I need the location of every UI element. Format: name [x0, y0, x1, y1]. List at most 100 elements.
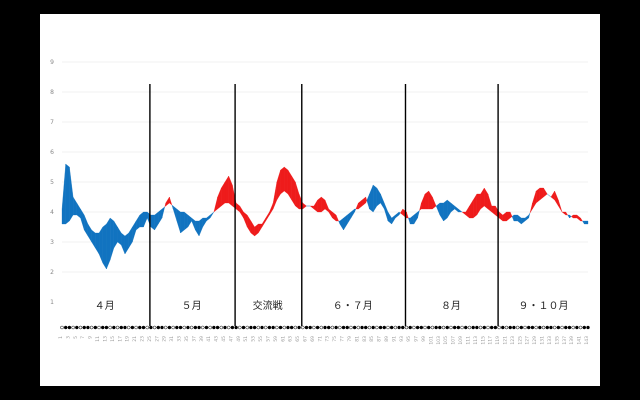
game-dot [334, 325, 338, 330]
band-segment [247, 214, 252, 234]
game-dot [508, 325, 512, 330]
band-segment [391, 214, 396, 225]
band-segment [265, 211, 270, 222]
game-dot [345, 325, 349, 330]
band-segment [395, 211, 400, 219]
game-dot [397, 325, 401, 330]
x-tick-label: 101 [428, 336, 434, 345]
band-segment [72, 196, 77, 216]
band-segment [461, 211, 466, 216]
band-segment [517, 214, 522, 225]
x-tick-label: 17 [117, 336, 123, 342]
game-dot [286, 325, 290, 330]
game-dot [186, 325, 190, 330]
band-segment [513, 214, 518, 222]
band-segment [424, 190, 429, 210]
game-dot [501, 325, 505, 330]
band-segment [272, 181, 278, 210]
band-segment [524, 214, 529, 222]
band-segment [554, 190, 559, 207]
game-dot [504, 325, 509, 330]
game-dot [389, 325, 394, 330]
game-dot [552, 325, 557, 330]
band-segment [158, 208, 163, 225]
game-dot [182, 325, 186, 330]
x-tick-label: 111 [465, 336, 471, 345]
y-tick-label: 4 [50, 209, 54, 216]
band-segment [511, 214, 515, 222]
x-tick-label: 3 [65, 336, 71, 339]
band-segment [169, 196, 173, 206]
band-segment [580, 217, 583, 222]
game-dot [341, 325, 346, 330]
game-dot [482, 325, 487, 330]
x-tick-label: 61 [280, 336, 286, 342]
band-segment [567, 214, 570, 219]
band-segment [439, 202, 444, 222]
game-dot [115, 325, 120, 330]
game-dot [567, 325, 572, 330]
x-tick-label: 121 [503, 336, 509, 345]
x-tick-label: 1 [58, 336, 64, 339]
game-dot [326, 325, 331, 330]
band-segment [358, 199, 363, 210]
band-segment [65, 163, 70, 225]
y-tick-label: 8 [50, 89, 54, 96]
band-segment [372, 184, 378, 213]
game-dot [204, 325, 209, 330]
game-dot [556, 325, 561, 330]
game-dot [363, 325, 368, 330]
x-tick-label: 45 [221, 336, 227, 342]
game-dot [226, 325, 231, 330]
x-tick-label: 89 [384, 336, 390, 342]
band-segment [450, 202, 455, 213]
y-tick-label: 2 [50, 269, 54, 276]
band-segment [380, 193, 385, 210]
band-segment [287, 169, 292, 201]
band-segment [210, 211, 214, 219]
game-dot [478, 325, 483, 330]
game-dot [156, 325, 161, 330]
band-segment [117, 226, 122, 246]
game-dot [278, 325, 283, 330]
x-tick-label: 19 [125, 336, 131, 342]
x-tick-label: 27 [154, 336, 160, 342]
game-dot [212, 325, 216, 330]
band-segment [350, 208, 355, 219]
x-tick-label: 15 [110, 336, 116, 342]
band-segment [447, 199, 452, 219]
x-tick-label: 143 [584, 336, 590, 345]
game-dot [271, 325, 275, 330]
band-segment [110, 217, 115, 261]
game-dot [489, 325, 494, 330]
x-tick-label: 135 [554, 336, 560, 345]
x-tick-label: 127 [525, 336, 531, 345]
game-dot [467, 325, 472, 330]
band-segment [135, 214, 140, 231]
game-dot [519, 325, 524, 330]
game-dot [134, 325, 138, 330]
game-dot [375, 325, 379, 330]
game-dot [349, 325, 353, 330]
band-segment [132, 220, 137, 243]
band-segment [295, 181, 300, 210]
game-dot [497, 325, 501, 330]
band-segment [510, 211, 513, 219]
game-dot [197, 325, 201, 330]
game-dot [404, 325, 409, 330]
game-dot [408, 325, 412, 330]
game-dot [360, 325, 364, 330]
band-segment [419, 202, 422, 211]
game-dot [534, 325, 538, 330]
game-dot [223, 325, 227, 330]
game-dot [245, 325, 249, 330]
band-segment [369, 184, 374, 213]
band-segment [535, 187, 541, 204]
band-segment [276, 169, 281, 201]
band-segment [569, 214, 572, 219]
band-segment [480, 187, 485, 210]
band-segment [428, 190, 433, 210]
game-dot [175, 325, 179, 330]
x-tick-label: 107 [451, 336, 457, 345]
game-dot [189, 325, 194, 330]
